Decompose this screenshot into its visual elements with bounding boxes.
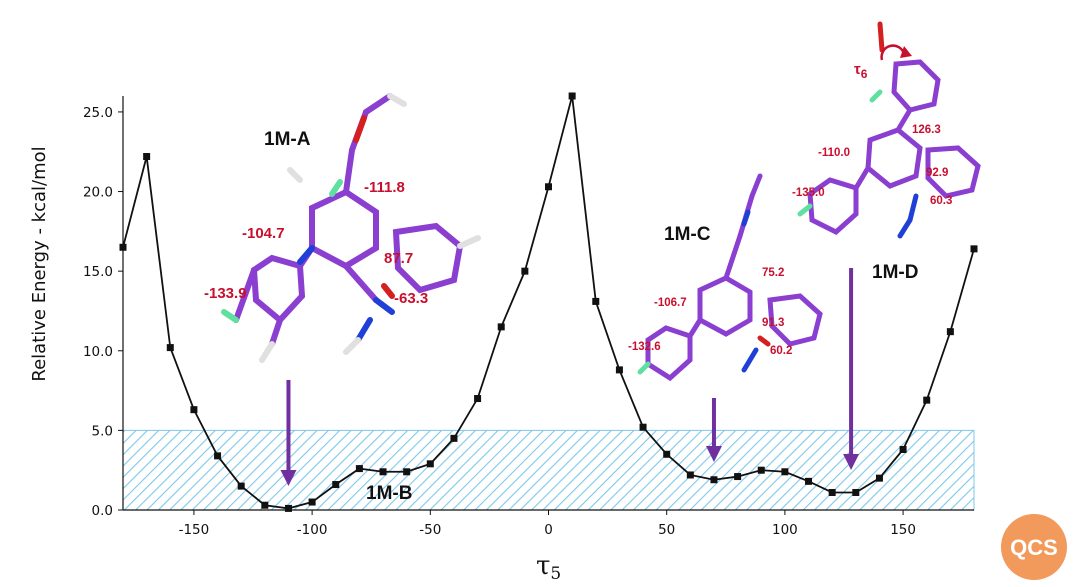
label-1M-B: 1M-B (366, 483, 412, 504)
data-point (639, 423, 647, 431)
logo-badge (1001, 514, 1067, 580)
torsion-arrow (880, 44, 906, 61)
data-point (734, 473, 742, 481)
arrow-head (705, 446, 722, 462)
angle-A-2: -104.7 (242, 225, 285, 242)
angle-C-2: -106.7 (654, 297, 687, 309)
x-tick-label: 100 (772, 522, 798, 538)
y-tick-label: 5.0 (92, 423, 113, 439)
x-tick-label: 150 (890, 522, 916, 538)
x-tick-label: -100 (297, 522, 328, 538)
data-point (568, 92, 576, 100)
torsion-arrowhead (900, 46, 912, 58)
data-point (946, 328, 954, 336)
arrow-head (843, 454, 860, 470)
angle-A-3: 87.7 (384, 250, 413, 267)
angle-A-5: -63.3 (394, 290, 428, 307)
data-point (332, 481, 340, 489)
y-tick-label: 10.0 (83, 344, 113, 360)
angle-D-4: -135.0 (792, 187, 825, 199)
molecule-1M-D (797, 21, 981, 239)
molecule-1M-C (637, 173, 823, 382)
data-point (166, 344, 174, 352)
angle-A-4: -133.9 (204, 285, 247, 302)
data-point (899, 445, 907, 453)
y-tick-label: 0.0 (92, 503, 113, 519)
x-tick-label: 50 (658, 522, 675, 538)
arrow-head (280, 470, 297, 486)
data-point (497, 323, 505, 331)
data-points (119, 92, 978, 512)
data-point (308, 498, 316, 506)
y-tick-label: 25.0 (83, 105, 113, 121)
molecule-1M-A (221, 93, 481, 363)
data-point (781, 468, 789, 476)
data-point (663, 450, 671, 458)
x-axis-label: τ5 (536, 551, 561, 584)
data-point (970, 245, 978, 253)
label-1M-C: 1M-C (664, 224, 711, 245)
angle-D-2: -110.0 (818, 147, 850, 159)
angle-A-1: -111.8 (364, 179, 405, 196)
logo-text: QCS (1010, 535, 1058, 560)
data-point (214, 452, 222, 460)
low-energy-band (122, 429, 975, 511)
data-point (828, 488, 836, 496)
data-point (237, 482, 245, 490)
axis-ticks: -150 -100 -50 0 50 100 150 0.0 5.0 10.0 15.0 20.0 25… (83, 105, 916, 538)
angle-D-1: 126.3 (912, 124, 941, 136)
data-point (261, 501, 269, 509)
data-point (592, 297, 600, 305)
data-point (710, 476, 718, 484)
angle-C-1: 75.2 (762, 267, 784, 279)
data-point (615, 366, 623, 374)
conformer-arrows (280, 268, 860, 486)
data-point (119, 243, 127, 251)
angle-C-4: -132.6 (628, 341, 661, 353)
x-tick-label: -150 (179, 522, 210, 538)
data-point (190, 406, 198, 414)
data-point (450, 434, 458, 442)
label-1M-D: 1M-D (872, 262, 918, 283)
data-point (284, 504, 292, 512)
angle-D-3: 92.9 (926, 167, 948, 179)
angle-C-3: 91.3 (762, 317, 784, 329)
data-point (923, 396, 931, 404)
x-tick-label: 0 (544, 522, 553, 538)
data-point (521, 267, 529, 275)
y-axis-label: Relative Energy - kcal/mol (29, 146, 50, 381)
y-tick-label: 15.0 (83, 264, 113, 280)
y-tick-label: 20.0 (83, 185, 113, 201)
data-point (403, 468, 411, 476)
angle-D-5: 60.3 (930, 195, 952, 207)
angle-C-5: 60.2 (770, 345, 792, 357)
data-point (875, 474, 883, 482)
data-point (143, 153, 151, 161)
data-point (355, 465, 363, 473)
data-point (805, 477, 813, 485)
data-point (379, 468, 387, 476)
data-point (686, 471, 694, 479)
torsion-label: τ6 (854, 61, 868, 81)
data-point (545, 183, 552, 191)
label-1M-A: 1M-A (264, 129, 311, 150)
x-tick-label: -50 (419, 522, 441, 538)
data-point (757, 466, 765, 474)
data-point (474, 395, 482, 403)
data-point (852, 488, 860, 496)
data-point (426, 460, 434, 468)
